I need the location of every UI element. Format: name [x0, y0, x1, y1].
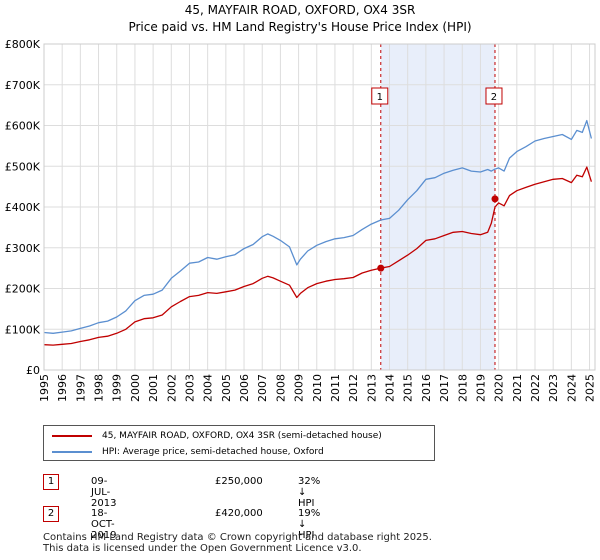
- x-tick-label: 2000: [129, 374, 142, 402]
- sale-hpi-diff: 32% ↓ HPI: [298, 476, 321, 509]
- y-tick-label: £700K: [5, 79, 41, 92]
- legend-label-hpi: HPI: Average price, semi-detached house,…: [102, 447, 324, 457]
- sale-date: 18-OCT-2019: [91, 508, 117, 541]
- series-line-hpi: [43, 119, 593, 334]
- sale-date: 09-JUL-2013: [91, 476, 117, 509]
- x-tick-label: 2018: [456, 374, 469, 402]
- footer: Contains HM Land Registry data © Crown c…: [43, 532, 432, 554]
- y-tick-label: £500K: [5, 160, 41, 173]
- series-line-property: [43, 166, 593, 346]
- x-tick-label: 2003: [183, 374, 196, 402]
- y-tick-label: £100K: [5, 323, 41, 336]
- x-tick-label: 2016: [420, 374, 433, 402]
- footer-copyright: Contains HM Land Registry data © Crown c…: [43, 532, 432, 543]
- legend-swatch-hpi: [52, 451, 92, 453]
- x-tick-label: 2005: [220, 374, 233, 402]
- x-tick-label: 2012: [347, 374, 360, 402]
- x-tick-label: 2019: [474, 374, 487, 402]
- legend-swatch-property: [52, 435, 92, 437]
- plot-frame: [43, 43, 596, 371]
- y-tick-label: £300K: [5, 242, 41, 255]
- x-tick-label: 2020: [493, 374, 506, 402]
- sale-marker-label: 2: [491, 92, 497, 103]
- chart-title: 45, MAYFAIR ROAD, OXFORD, OX4 3SR: [184, 3, 416, 17]
- x-tick-label: 2004: [202, 374, 215, 402]
- x-tick-label: 2006: [238, 374, 251, 402]
- sale-marker-box: [371, 87, 389, 105]
- sale-point: [377, 264, 385, 272]
- sale-hpi-diff: 19% ↓ HPI: [298, 508, 321, 541]
- y-tick-label: £0: [26, 364, 40, 377]
- x-tick-label: 1999: [111, 374, 124, 402]
- x-tick-label: 2010: [311, 374, 324, 402]
- sale-marker-label: 1: [377, 92, 383, 103]
- legend: 45, MAYFAIR ROAD, OXFORD, OX4 3SR (semi-…: [43, 425, 435, 461]
- legend-item-property: 45, MAYFAIR ROAD, OXFORD, OX4 3SR (semi-…: [52, 428, 382, 444]
- x-tick-label: 2002: [165, 374, 178, 402]
- x-tick-label: 2017: [438, 374, 451, 402]
- x-tick-label: 2013: [365, 374, 378, 402]
- x-tick-label: 2021: [511, 374, 524, 402]
- price-chart: £0 £100K £200K £300K £400K £500K £600K £700K £80…: [5, 38, 597, 402]
- sale-point: [491, 195, 499, 203]
- x-tick-label: 2011: [329, 374, 342, 402]
- x-tick-label: 2022: [529, 374, 542, 402]
- x-tick-label: 2014: [384, 374, 397, 402]
- x-tick-label: 2024: [565, 374, 578, 402]
- sale-price: £250,000: [215, 476, 263, 487]
- legend-item-hpi: HPI: Average price, semi-detached house,…: [52, 444, 324, 460]
- y-tick-label: £800K: [5, 38, 41, 51]
- x-tick-label: 2001: [147, 374, 160, 402]
- x-tick-label: 2025: [584, 374, 597, 402]
- x-tick-label: 1997: [74, 374, 87, 402]
- y-tick-label: £400K: [5, 201, 41, 214]
- sale-marker-badge: 1: [43, 474, 59, 490]
- x-tick-label: 2023: [547, 374, 560, 402]
- chart-subtitle: Price paid vs. HM Land Registry's House …: [128, 20, 472, 34]
- y-tick-label: £600K: [5, 120, 41, 133]
- y-tick-label: £200K: [5, 283, 41, 296]
- x-tick-label: 1995: [38, 374, 51, 402]
- chart-title-block: 45, MAYFAIR ROAD, OXFORD, OX4 3SR Price …: [0, 2, 600, 36]
- legend-label-property: 45, MAYFAIR ROAD, OXFORD, OX4 3SR (semi-…: [102, 431, 382, 441]
- x-tick-label: 2009: [293, 374, 306, 402]
- x-tick-label: 2007: [256, 374, 269, 402]
- x-tick-label: 2008: [274, 374, 287, 402]
- x-tick-label: 2015: [402, 374, 415, 402]
- sale-price: £420,000: [215, 508, 263, 519]
- sale-marker-box: [485, 87, 503, 105]
- footer-licence: This data is licensed under the Open Gov…: [43, 543, 362, 554]
- x-tick-label: 1998: [93, 374, 106, 402]
- x-tick-label: 1996: [56, 374, 69, 402]
- sale-marker-badge: 2: [43, 506, 59, 522]
